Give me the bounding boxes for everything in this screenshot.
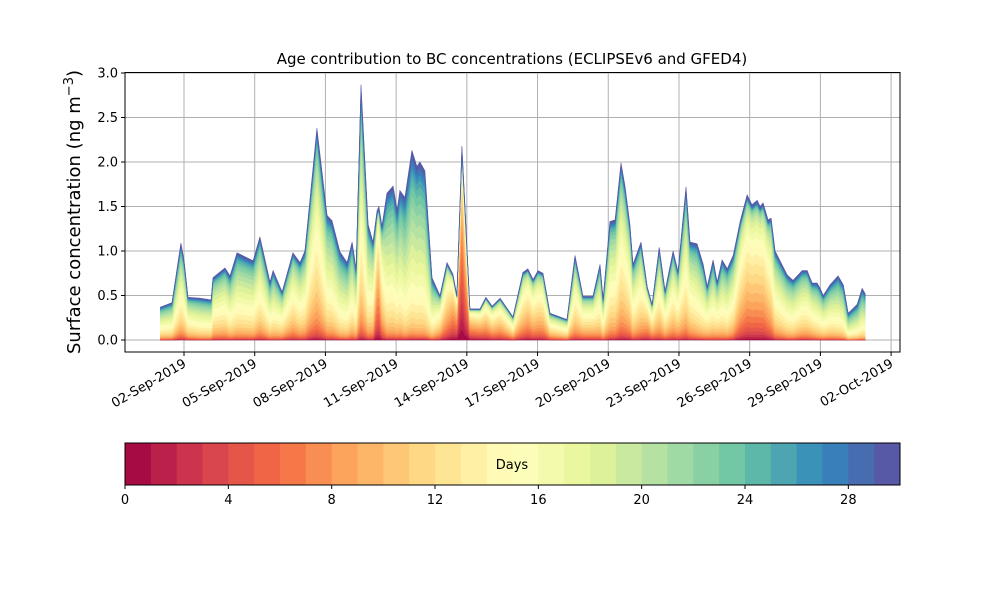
colorbar-bin-25 bbox=[770, 443, 798, 485]
colorbar-bin-3 bbox=[202, 443, 229, 485]
colorbar-bin-8 bbox=[331, 443, 358, 485]
y-tick-label: 0.0 bbox=[97, 334, 118, 349]
y-tick-label: 0.5 bbox=[97, 289, 118, 304]
colorbar-tick-label: 16 bbox=[530, 493, 547, 508]
colorbar-bin-16 bbox=[538, 443, 565, 485]
colorbar-bin-29 bbox=[874, 443, 901, 485]
colorbar-bin-20 bbox=[641, 443, 668, 485]
y-axis-label: Surface concentration (ng m−3) bbox=[62, 70, 85, 354]
colorbar-bin-5 bbox=[254, 443, 281, 485]
stacked-area-layers bbox=[160, 84, 866, 341]
colorbar-tick-label: 4 bbox=[224, 493, 232, 508]
colorbar-label: Days bbox=[496, 458, 529, 473]
chart-title: Age contribution to BC concentrations (E… bbox=[277, 50, 748, 68]
axes-frame bbox=[124, 72, 901, 353]
colorbar-bin-13 bbox=[460, 443, 488, 485]
colorbar-tick-label: 28 bbox=[840, 493, 857, 508]
colorbar: 0 4 8 12 16 20 24 28 bbox=[121, 442, 901, 508]
y-tick-label: 1.0 bbox=[97, 245, 118, 260]
colorbar-tick-label: 20 bbox=[633, 493, 650, 508]
colorbar-bin-12 bbox=[435, 443, 462, 485]
colorbar-frame bbox=[124, 442, 901, 486]
colorbar-bin-6 bbox=[280, 443, 307, 485]
colorbar-tick-label: 0 bbox=[121, 493, 129, 508]
y-axis-label-superscript: −3 bbox=[62, 77, 77, 96]
colorbar-bin-26 bbox=[796, 443, 823, 485]
y-tick-label: 1.5 bbox=[97, 200, 118, 215]
colorbar-bin-23 bbox=[719, 443, 746, 485]
colorbar-bin-15 bbox=[512, 443, 539, 485]
y-tick-label: 2.0 bbox=[97, 156, 118, 171]
colorbar-tick-label: 12 bbox=[427, 493, 444, 508]
colorbar-tick-label: 24 bbox=[737, 493, 754, 508]
colorbar-bin-14 bbox=[486, 443, 513, 485]
y-axis-ticks: 0.0 0.5 1.0 1.5 2.0 2.5 3.0 bbox=[97, 67, 125, 349]
colorbar-bin-17 bbox=[564, 443, 591, 485]
colorbar-bin-0 bbox=[125, 443, 152, 485]
colorbar-bin-19 bbox=[615, 443, 643, 485]
colorbar-bin-22 bbox=[693, 443, 720, 485]
colorbar-bin-7 bbox=[305, 443, 333, 485]
colorbar-bin-11 bbox=[409, 443, 436, 485]
y-tick-label: 3.0 bbox=[97, 67, 118, 82]
colorbar-bin-1 bbox=[150, 443, 178, 485]
colorbar-bin-10 bbox=[383, 443, 410, 485]
colorbar-bin-18 bbox=[590, 443, 617, 485]
area-layer-age-29 bbox=[160, 84, 866, 321]
colorbar-bin-4 bbox=[228, 443, 255, 485]
colorbar-bin-28 bbox=[848, 443, 875, 485]
colorbar-bin-24 bbox=[745, 443, 772, 485]
colorbar-bin-27 bbox=[822, 443, 849, 485]
colorbar-bin-21 bbox=[667, 443, 694, 485]
y-tick-label: 2.5 bbox=[97, 111, 118, 126]
colorbar-bin-2 bbox=[176, 443, 203, 485]
colorbar-tick-label: 8 bbox=[328, 493, 336, 508]
colorbar-bin-9 bbox=[357, 443, 384, 485]
